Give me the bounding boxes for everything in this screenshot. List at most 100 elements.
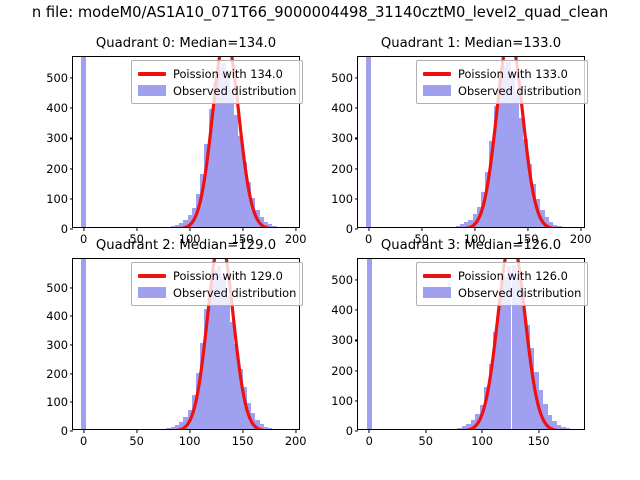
legend-quadrant-2[interactable]: Poission with 129.0 Observed distribution: [131, 262, 304, 306]
subplot-quadrant-0: Quadrant 0: Median=134.0 0 100 200 300 400 500…: [46, 36, 306, 246]
histogram-bar: [208, 284, 213, 429]
legend-label: Observed distribution: [173, 83, 297, 98]
y-tick-label: 200: [46, 161, 68, 176]
histogram-bar: [234, 344, 239, 429]
x-tick-label: 150: [516, 232, 539, 246]
histogram-bar: [516, 276, 521, 429]
legend-line-swatch-icon: [423, 71, 451, 76]
y-tick-mark: [354, 137, 358, 140]
legend-quadrant-3[interactable]: Poission with 126.0 Observed distribution: [416, 262, 589, 306]
histogram-bar: [217, 67, 222, 227]
x-tick-mark: [295, 429, 297, 433]
legend-quadrant-1[interactable]: Poission with 133.0 Observed distribution: [416, 60, 589, 104]
histogram-bar: [525, 324, 530, 429]
y-tick-label: 0: [60, 222, 68, 236]
y-tick-label: 300: [331, 131, 353, 146]
histogram-bar: [174, 425, 180, 429]
histogram-bar: [242, 387, 247, 429]
y-tick-mark: [69, 107, 73, 109]
histogram-bar: [221, 277, 226, 429]
legend-entry-observed: Observed distribution: [138, 284, 296, 301]
y-tick-label: 100: [331, 191, 353, 206]
y-tick-mark: [354, 430, 358, 432]
x-tick-mark: [368, 227, 370, 231]
y-tick-label: 0: [345, 424, 353, 438]
x-tick-mark: [527, 227, 529, 231]
histogram-bar: [466, 423, 471, 429]
y-tick-mark: [69, 198, 73, 200]
histogram-bar: [272, 225, 277, 227]
x-tick-label: 150: [231, 434, 254, 448]
x-tick-label: 50: [129, 434, 144, 448]
y-tick-mark: [69, 430, 73, 432]
x-tick-mark: [421, 227, 423, 231]
legend-entry-poisson: Poission with 129.0: [138, 267, 296, 284]
y-tick-mark: [354, 309, 358, 311]
y-tick-label: 300: [46, 131, 68, 146]
histogram-bar: [470, 419, 476, 429]
y-tick-mark: [69, 315, 73, 317]
plot-interior: [358, 57, 584, 227]
histogram-bar: [472, 214, 477, 227]
y-tick-mark: [354, 168, 358, 170]
x-tick-mark: [481, 429, 483, 433]
y-tick-label: 400: [331, 303, 353, 318]
y-tick-mark: [354, 228, 358, 230]
y-tick-mark: [354, 198, 358, 200]
histogram-bar: [238, 136, 243, 227]
legend-line-swatch-icon: [423, 273, 451, 278]
y-tick-mark: [69, 287, 73, 289]
histogram-bar: [484, 386, 489, 429]
subplot-title-quadrant-1: Quadrant 1: Median=133.0: [380, 36, 562, 51]
x-tick-mark: [136, 227, 138, 231]
histogram-bar: [485, 172, 490, 227]
histogram-bar: [552, 421, 557, 429]
histogram-bar: [196, 373, 201, 429]
legend-entry-observed: Observed distribution: [423, 82, 581, 99]
y-tick-label: 100: [46, 191, 68, 206]
histogram-bar: [259, 216, 264, 227]
y-tick-mark: [69, 137, 73, 140]
legend-label: Observed distribution: [458, 285, 582, 300]
histogram-bar: [221, 62, 226, 227]
y-tick-mark: [69, 228, 73, 230]
x-tick-mark: [295, 227, 297, 231]
legend-label: Poission with 133.0: [458, 66, 568, 81]
y-tick-label: 500: [331, 273, 353, 288]
histogram-bar: [514, 91, 520, 227]
histogram-bar: [170, 426, 175, 429]
histogram-bar: [208, 109, 213, 227]
x-tick-mark: [580, 227, 582, 231]
y-tick-mark: [354, 77, 358, 79]
y-tick-mark: [354, 370, 358, 372]
histogram-bar: [519, 117, 524, 227]
histogram-bar: [529, 347, 535, 429]
x-tick-label: 50: [414, 232, 429, 246]
legend-label: Poission with 129.0: [173, 268, 283, 283]
subplot-quadrant-2: Quadrant 2: Median=129.0 0 100 200 300 400 500…: [46, 238, 306, 448]
histogram-bar: [242, 162, 247, 227]
histogram-bar: [212, 269, 218, 429]
x-tick-mark: [242, 227, 244, 231]
x-tick-label: 100: [471, 434, 494, 448]
y-tick-mark: [354, 339, 358, 342]
histogram-bar: [511, 264, 516, 429]
y-tick-label: 400: [331, 101, 353, 116]
x-tick-label: 150: [527, 434, 550, 448]
plot-area-quadrant-1: 0 100 200 300 400 500 0 50 100 150 200 Poission wit…: [331, 56, 592, 246]
plot-interior: [358, 259, 584, 429]
plot-interior: [73, 57, 299, 227]
subplot-title-quadrant-0: Quadrant 0: Median=134.0: [95, 36, 277, 51]
y-tick-label: 300: [46, 338, 68, 352]
histogram-bar: [506, 266, 512, 429]
histogram-bar: [179, 422, 184, 429]
histogram-bar: [183, 220, 188, 227]
legend-quadrant-0[interactable]: Poission with 134.0 Observed distribution: [131, 60, 304, 104]
histogram-bar: [263, 426, 269, 429]
histogram-bar: [547, 414, 553, 429]
y-tick-mark: [354, 107, 358, 109]
histogram-bar: [497, 299, 503, 429]
y-tick-label: 500: [46, 71, 68, 86]
x-tick-label: 50: [418, 434, 433, 448]
